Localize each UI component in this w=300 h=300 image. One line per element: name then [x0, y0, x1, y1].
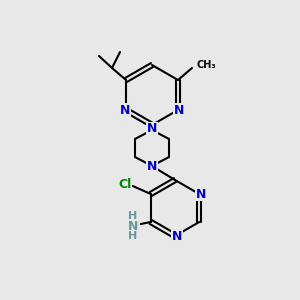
- Text: N: N: [174, 103, 184, 116]
- Text: N: N: [172, 230, 182, 242]
- Text: H: H: [128, 231, 137, 241]
- Text: N: N: [147, 160, 157, 173]
- Text: N: N: [128, 220, 138, 232]
- Text: N: N: [196, 188, 206, 200]
- Text: CH₃: CH₃: [197, 60, 217, 70]
- Text: N: N: [147, 122, 157, 136]
- Text: Cl: Cl: [118, 178, 131, 190]
- Text: H: H: [128, 211, 137, 221]
- Text: N: N: [120, 103, 130, 116]
